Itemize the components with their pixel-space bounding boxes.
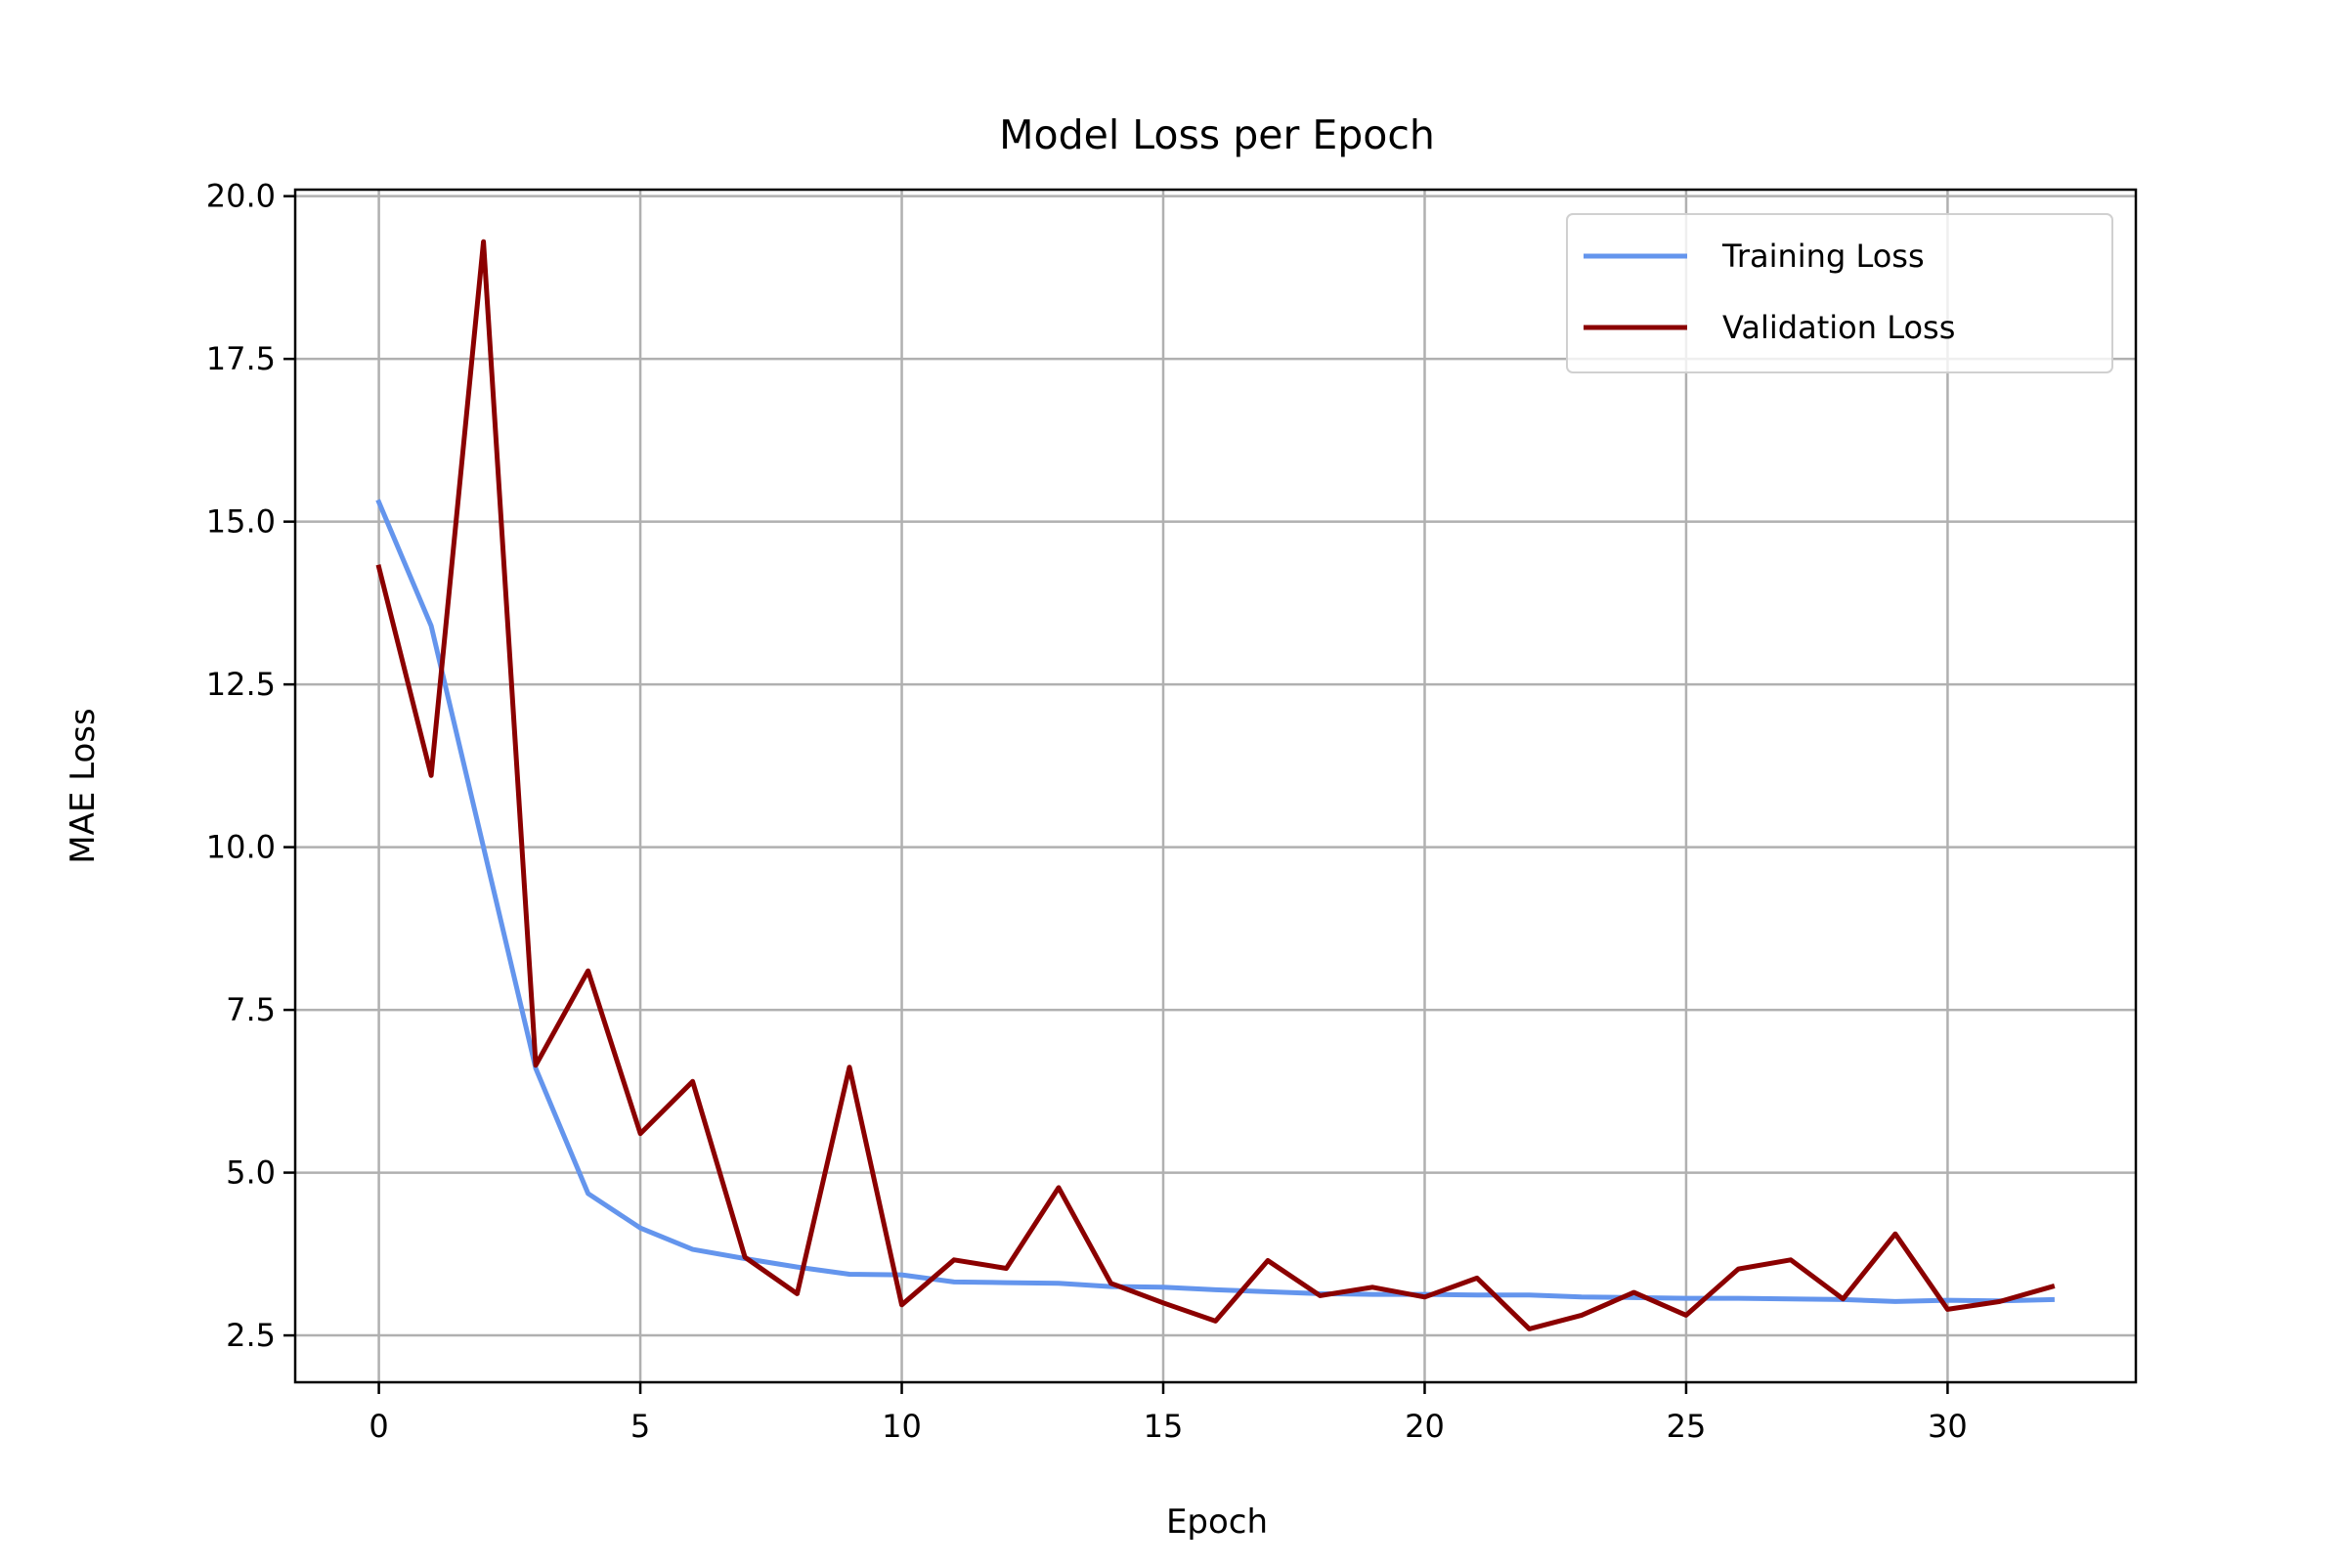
x-tick-label-30: 30 <box>1928 1408 1968 1445</box>
legend-label-training-loss: Training Loss <box>1721 238 1925 275</box>
x-tick-label-0: 0 <box>369 1408 388 1445</box>
series-line-validation-loss <box>375 239 2056 1331</box>
plot-area-frame <box>293 188 2138 1384</box>
y-tick-label-3: 10.0 <box>206 829 276 866</box>
x-tick-label-5: 5 <box>630 1408 650 1445</box>
legend: Training Loss Validation Loss <box>1566 213 2113 373</box>
y-tick-label-1: 5.0 <box>226 1154 276 1192</box>
legend-frame <box>1566 213 2113 373</box>
series-line-training-loss <box>375 499 2055 1304</box>
y-tick-label-0: 2.5 <box>226 1317 276 1354</box>
chart-title: Model Loss per Epoch <box>999 111 1435 158</box>
legend-label-validation-loss: Validation Loss <box>1722 309 1955 346</box>
x-tick-label-15: 15 <box>1144 1408 1184 1445</box>
x-tick-label-10: 10 <box>882 1408 922 1445</box>
y-tick-label-4: 12.5 <box>206 666 276 703</box>
axis-ticks: 0 5 10 15 20 25 30 2.5 5.0 7.5 10.0 12.5 15.0 17.5 20.… <box>206 178 1968 1445</box>
y-tick-label-2: 7.5 <box>226 991 276 1028</box>
y-tick-label-5: 15.0 <box>206 503 276 541</box>
grid-lines <box>295 190 2136 1382</box>
x-tick-label-20: 20 <box>1405 1408 1445 1445</box>
y-axis-label: MAE Loss <box>64 708 103 863</box>
y-tick-label-6: 17.5 <box>206 340 276 377</box>
x-tick-label-25: 25 <box>1667 1408 1707 1445</box>
y-tick-label-7: 20.0 <box>206 178 276 215</box>
x-axis-label: Epoch <box>1166 1503 1268 1542</box>
series-lines <box>375 239 2056 1331</box>
